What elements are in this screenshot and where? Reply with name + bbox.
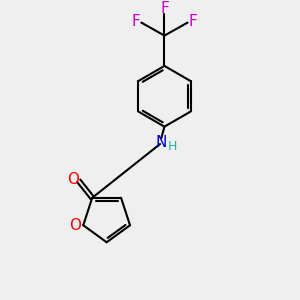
Text: H: H bbox=[168, 140, 177, 153]
Text: F: F bbox=[160, 1, 169, 16]
Text: O: O bbox=[69, 218, 81, 233]
Text: N: N bbox=[155, 135, 166, 150]
Text: F: F bbox=[189, 14, 198, 28]
Text: F: F bbox=[131, 14, 140, 28]
Text: O: O bbox=[68, 172, 80, 187]
